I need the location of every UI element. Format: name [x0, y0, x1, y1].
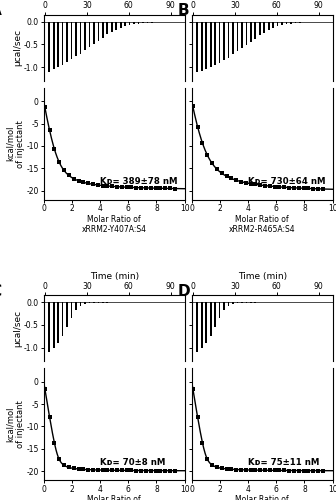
Bar [107, 22, 108, 34]
Text: D: D [178, 284, 190, 298]
Bar [84, 302, 86, 304]
X-axis label: Molar Ratio of
xRRM2(Δ413-450):S4: Molar Ratio of xRRM2(Δ413-450):S4 [221, 495, 303, 500]
Text: C: C [0, 284, 1, 298]
Bar [53, 22, 54, 70]
Bar [237, 22, 238, 52]
Bar [205, 302, 207, 343]
Bar [48, 22, 50, 72]
Bar [57, 22, 59, 67]
Bar [71, 302, 73, 318]
Bar [210, 302, 211, 336]
Bar [254, 22, 256, 38]
Bar [201, 302, 203, 348]
Bar [272, 22, 274, 28]
Bar [66, 22, 68, 62]
Bar [263, 22, 265, 32]
Bar [93, 302, 95, 303]
Bar [124, 22, 126, 26]
Bar [223, 22, 225, 60]
Y-axis label: kcal/mol
of injectant: kcal/mol of injectant [6, 120, 25, 168]
Bar [219, 302, 220, 318]
X-axis label: Molar Ratio of
xRRM2-R465A:S4: Molar Ratio of xRRM2-R465A:S4 [229, 215, 295, 234]
Bar [250, 22, 252, 42]
Bar [223, 302, 225, 310]
Bar [232, 22, 234, 54]
Bar [259, 22, 261, 36]
Bar [228, 22, 229, 58]
Bar [48, 302, 50, 352]
Bar [62, 22, 64, 65]
Bar [197, 22, 198, 72]
Bar [228, 302, 229, 306]
Bar [133, 22, 135, 24]
Bar [201, 22, 203, 70]
Bar [80, 22, 81, 54]
Text: A: A [0, 3, 2, 18]
Text: Kᴅ= 70±8 nM: Kᴅ= 70±8 nM [100, 458, 165, 466]
Bar [93, 22, 95, 44]
Bar [142, 22, 144, 23]
Bar [214, 22, 216, 66]
Bar [138, 22, 139, 24]
Bar [80, 302, 81, 306]
Bar [197, 302, 198, 352]
Bar [219, 22, 220, 63]
Bar [120, 22, 122, 28]
Bar [57, 302, 59, 343]
Bar [111, 22, 113, 32]
Bar [241, 302, 243, 303]
Bar [268, 22, 269, 30]
Bar [241, 22, 243, 48]
Bar [290, 22, 292, 24]
Bar [205, 22, 207, 70]
Bar [89, 302, 90, 303]
Y-axis label: μcal/sec: μcal/sec [13, 30, 23, 66]
Bar [237, 302, 238, 303]
Text: Kᴅ= 75±11 nM: Kᴅ= 75±11 nM [248, 458, 320, 466]
Bar [53, 302, 54, 348]
Bar [232, 302, 234, 304]
Bar [286, 22, 287, 24]
Bar [102, 22, 104, 38]
Bar [66, 302, 68, 327]
Bar [89, 22, 90, 47]
Text: Kᴅ= 730±64 nM: Kᴅ= 730±64 nM [248, 177, 326, 186]
Bar [277, 22, 279, 26]
Bar [71, 22, 73, 59]
Bar [129, 22, 130, 25]
Bar [295, 22, 296, 23]
Text: Kᴅ= 389±78 nM: Kᴅ= 389±78 nM [100, 177, 177, 186]
Bar [115, 22, 117, 30]
Bar [246, 22, 247, 45]
X-axis label: Molar Ratio of
xRRM2-Y407A:S4: Molar Ratio of xRRM2-Y407A:S4 [82, 215, 146, 234]
Y-axis label: μcal/sec: μcal/sec [13, 310, 23, 347]
X-axis label: Molar Ratio of
xRRM2(Δ416-456):S4: Molar Ratio of xRRM2(Δ416-456):S4 [73, 495, 155, 500]
Bar [84, 22, 86, 50]
Bar [281, 22, 283, 25]
X-axis label: Time (min): Time (min) [90, 272, 139, 281]
Text: B: B [178, 3, 189, 18]
X-axis label: Time (min): Time (min) [238, 272, 287, 281]
Bar [62, 302, 64, 336]
Y-axis label: kcal/mol
of injectant: kcal/mol of injectant [6, 400, 25, 448]
Bar [214, 302, 216, 327]
Bar [97, 22, 99, 41]
Bar [75, 22, 77, 56]
Bar [75, 302, 77, 310]
Bar [210, 22, 211, 67]
